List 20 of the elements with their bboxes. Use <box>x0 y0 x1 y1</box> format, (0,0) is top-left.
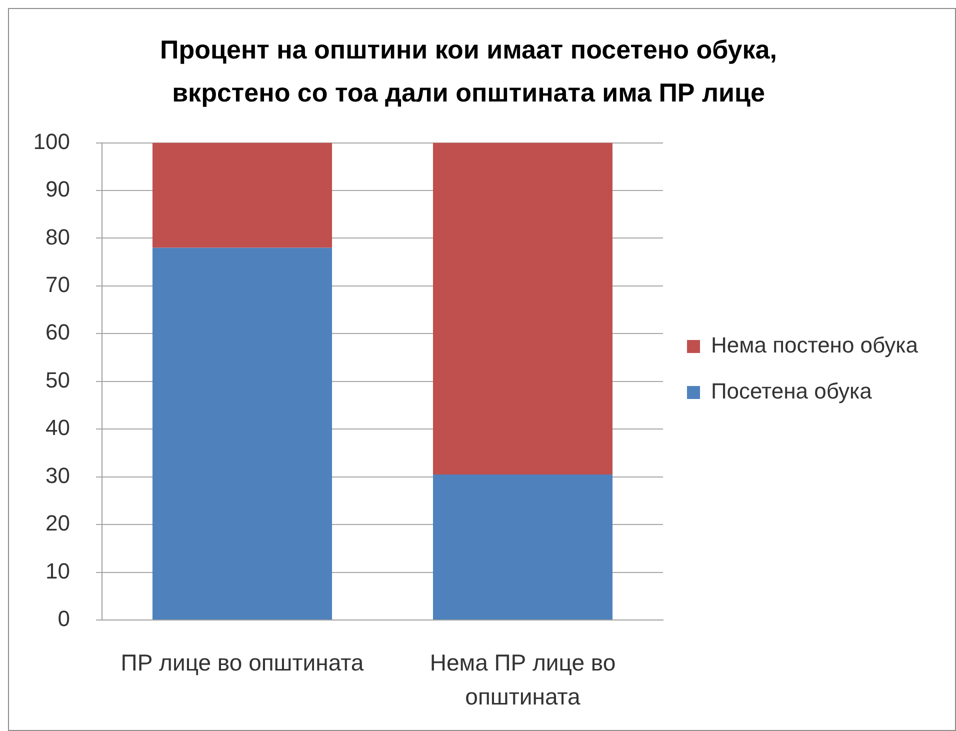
y-tick-label: 100 <box>33 128 70 154</box>
y-tick-label: 30 <box>46 462 70 488</box>
y-tick-label: 80 <box>46 224 70 250</box>
y-tick-label: 20 <box>46 510 70 536</box>
y-tick-label: 90 <box>46 176 70 202</box>
bar <box>152 142 332 248</box>
x-tick-label: Нема ПР лице во општината <box>430 649 616 710</box>
y-tick-label: 10 <box>46 558 70 584</box>
y-tick-label: 40 <box>46 415 70 440</box>
chart-title: Процент на општини кои имаат посетено обука, вкрстено со тоа дали општината има ПР лице <box>160 34 777 108</box>
y-tick-label: 0 <box>58 606 70 632</box>
y-tick-label: 70 <box>46 272 70 298</box>
x-tick-label: ПР лице во општината <box>120 649 364 676</box>
y-tick-label: 50 <box>46 367 70 392</box>
legend-label: Нема постено обука <box>711 332 919 358</box>
legend-label: Посетена обука <box>711 378 873 404</box>
bar <box>432 142 613 474</box>
bar <box>432 474 613 620</box>
bar <box>152 248 332 620</box>
y-tick-label: 60 <box>46 320 70 345</box>
